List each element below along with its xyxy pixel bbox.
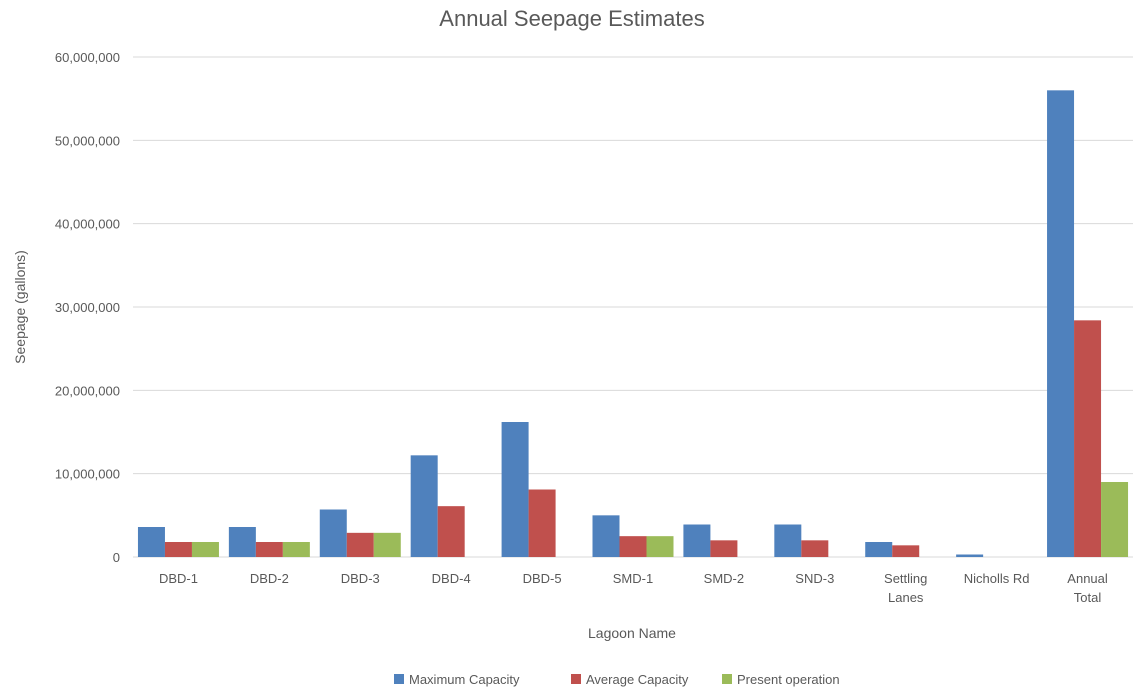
x-axis-title: Lagoon Name [588,625,676,641]
x-tick-label: DBD-2 [250,571,289,586]
x-tick-label: DBD-5 [523,571,562,586]
x-tick-label: DBD-3 [341,571,380,586]
x-tick-label: Settling Lanes [884,571,927,605]
legend-item: Average Capacity [571,672,689,687]
y-tick-label: 10,000,000 [55,467,120,482]
legend-item: Present operation [722,672,840,687]
bar [774,524,802,557]
bar [501,422,529,557]
x-tick-label: Annual Total [1067,571,1108,605]
x-tick-label: SND-3 [795,571,834,586]
legend-swatch [722,674,732,684]
bar [282,542,310,557]
bar [137,527,165,557]
bar [683,524,711,557]
bars [137,90,1129,557]
x-axis-ticks: DBD-1 DBD-2 DBD-3 DBD-4 DBD-5 SMD-1 SMD-2 SND-3… [159,571,1108,605]
legend-label: Average Capacity [586,672,689,687]
chart-title: Annual Seepage Estimates [439,6,704,31]
bar [255,542,283,557]
bar [956,554,984,557]
bar [892,545,920,557]
bar [801,540,829,557]
bar [228,527,256,557]
bar [319,509,347,557]
legend-label: Maximum Capacity [409,672,520,687]
y-tick-label: 30,000,000 [55,300,120,315]
gridlines [133,56,1133,558]
bar [592,515,620,557]
y-tick-label: 40,000,000 [55,217,120,232]
bar [1074,320,1102,557]
bar [346,532,374,557]
y-tick-label: 20,000,000 [55,383,120,398]
bar [164,542,192,557]
x-tick-label: DBD-4 [432,571,471,586]
bar [865,542,893,557]
bar [410,455,438,557]
x-tick-label: Nicholls Rd [964,571,1030,586]
bar [1101,482,1129,557]
x-tick-label: SMD-1 [613,571,653,586]
legend-swatch [571,674,581,684]
legend: Maximum Capacity Average Capacity Present … [394,672,840,687]
bar [373,532,401,557]
y-tick-label: 50,000,000 [55,133,120,148]
y-tick-label: 0 [113,550,120,565]
y-axis-ticks: 0 10,000,000 20,000,000 30,000,000 40,000,00… [55,50,120,565]
bar [437,506,465,557]
bar [646,536,674,557]
legend-label: Present operation [737,672,840,687]
y-tick-label: 60,000,000 [55,50,120,65]
x-tick-label: SMD-2 [704,571,744,586]
bar [191,542,219,557]
x-tick-label: DBD-1 [159,571,198,586]
legend-item: Maximum Capacity [394,672,520,687]
bar [619,536,647,557]
bar [710,540,738,557]
bar [1047,90,1075,557]
bar [528,489,556,557]
y-axis-title: Seepage (gallons) [12,250,28,364]
legend-swatch [394,674,404,684]
